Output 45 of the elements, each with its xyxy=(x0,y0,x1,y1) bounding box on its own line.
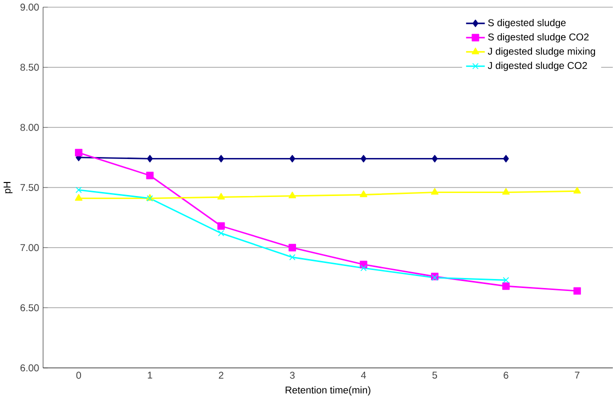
legend-label: S digested sludge CO2 xyxy=(488,33,589,42)
point xyxy=(218,154,224,162)
x-tick-label: 1 xyxy=(148,372,152,379)
y-tick-label: 9.00 xyxy=(20,4,39,11)
y-tick-label: 6.00 xyxy=(20,364,39,372)
point xyxy=(430,188,439,195)
point xyxy=(146,172,154,180)
point xyxy=(217,192,225,200)
point xyxy=(289,154,296,162)
y-tick-label: 8.50 xyxy=(20,64,39,71)
point xyxy=(289,254,296,260)
x-tick-label: 7 xyxy=(574,372,580,379)
point xyxy=(573,287,581,295)
point xyxy=(502,282,510,290)
legend-label: S digested sludge xyxy=(488,18,566,28)
x-tick-label: 3 xyxy=(290,372,295,379)
point xyxy=(432,154,438,162)
y-axis-title: pH xyxy=(4,182,12,194)
point xyxy=(146,154,153,162)
point xyxy=(288,244,296,252)
point xyxy=(360,154,366,162)
point xyxy=(76,186,82,194)
point xyxy=(573,186,581,194)
legend-label: J digested sludge mixing xyxy=(488,47,596,57)
point xyxy=(502,276,510,284)
y-tick-label: 7.50 xyxy=(20,184,39,191)
point xyxy=(217,222,225,230)
point xyxy=(74,148,82,156)
y-tick-label: 8.00 xyxy=(20,124,39,131)
point xyxy=(360,264,367,272)
point xyxy=(288,192,296,198)
point xyxy=(74,194,82,201)
y-tick-label: 7.00 xyxy=(20,244,39,252)
x-axis-title: Retention time(min) xyxy=(286,386,370,396)
point xyxy=(502,188,510,195)
legend-label: J digested sludge CO2 xyxy=(488,62,587,71)
x-tick-label: 6 xyxy=(504,372,508,379)
x-tick-label: 2 xyxy=(218,372,224,379)
point xyxy=(360,190,368,198)
x-tick-label: 0 xyxy=(76,372,82,379)
point xyxy=(218,230,224,236)
x-tick-label: 5 xyxy=(432,372,438,379)
x-tick-label: 4 xyxy=(361,372,366,379)
y-tick-label: 6.50 xyxy=(20,304,39,312)
point xyxy=(503,154,509,162)
